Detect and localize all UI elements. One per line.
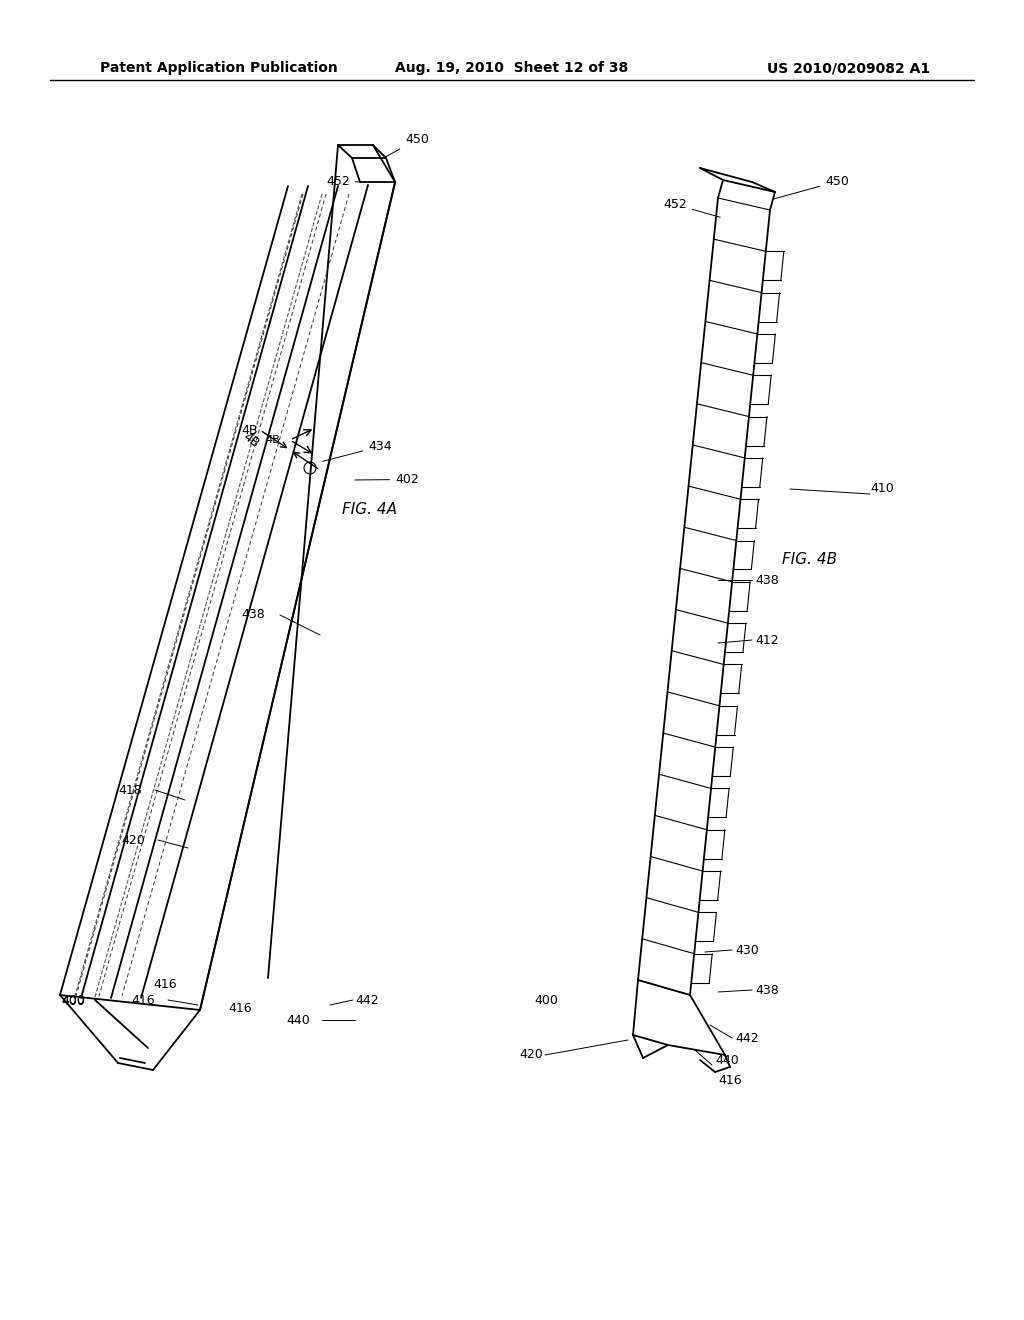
Text: 416: 416 bbox=[718, 1073, 741, 1086]
Text: Aug. 19, 2010  Sheet 12 of 38: Aug. 19, 2010 Sheet 12 of 38 bbox=[395, 61, 629, 75]
Text: 410: 410 bbox=[870, 483, 894, 495]
Text: 4B: 4B bbox=[265, 436, 280, 445]
Text: 420: 420 bbox=[121, 833, 145, 846]
Text: 442: 442 bbox=[355, 994, 379, 1006]
Text: 400: 400 bbox=[61, 995, 132, 1008]
Text: 416: 416 bbox=[154, 978, 177, 991]
Text: 430: 430 bbox=[735, 944, 759, 957]
Text: 452: 452 bbox=[326, 176, 361, 187]
Text: FIG. 4B: FIG. 4B bbox=[782, 553, 838, 568]
Text: 4B: 4B bbox=[241, 430, 262, 450]
Text: 450: 450 bbox=[773, 176, 849, 199]
Text: 440: 440 bbox=[287, 1014, 310, 1027]
Text: 418: 418 bbox=[118, 784, 142, 796]
Text: 402: 402 bbox=[354, 473, 419, 486]
Text: 434: 434 bbox=[323, 440, 391, 461]
Text: US 2010/0209082 A1: US 2010/0209082 A1 bbox=[767, 61, 930, 75]
Text: 416: 416 bbox=[131, 994, 155, 1006]
Text: 438: 438 bbox=[755, 573, 778, 586]
Text: 412: 412 bbox=[755, 634, 778, 647]
Text: Patent Application Publication: Patent Application Publication bbox=[100, 61, 338, 75]
Text: 440: 440 bbox=[715, 1053, 738, 1067]
Text: 442: 442 bbox=[735, 1031, 759, 1044]
Text: 4B: 4B bbox=[242, 424, 258, 437]
Text: 400: 400 bbox=[535, 994, 558, 1006]
Text: 400: 400 bbox=[61, 994, 85, 1006]
Text: 420: 420 bbox=[519, 1048, 543, 1061]
Text: 450: 450 bbox=[382, 133, 429, 158]
Text: 438: 438 bbox=[242, 609, 265, 622]
Text: 416: 416 bbox=[228, 1002, 252, 1015]
Text: 452: 452 bbox=[663, 198, 720, 218]
Text: FIG. 4A: FIG. 4A bbox=[342, 503, 397, 517]
Text: 438: 438 bbox=[755, 983, 778, 997]
